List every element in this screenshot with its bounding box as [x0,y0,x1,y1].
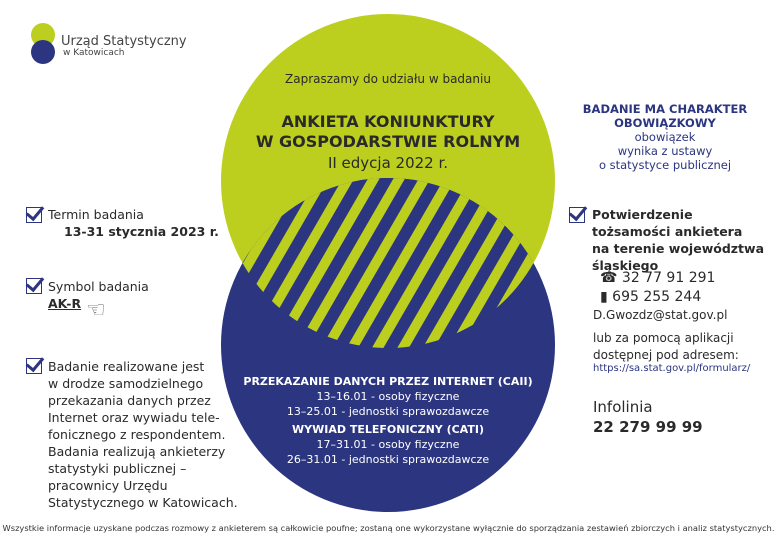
striped-overlap [221,178,555,348]
edition: II edycja 2022 r. [327,154,449,172]
cati-1: 17–31.01 - osoby fizyczne [316,438,460,451]
caii-1: 13–16.01 - osoby fizyczne [316,390,460,403]
footer-note: Wszystkie informacje uzyskane podczas ro… [2,523,775,533]
term-label: Termin badania [48,207,144,222]
confirm-block: Potwierdzenie tożsamości ankietera na tere… [592,207,765,273]
phone-icon: ☎ [600,270,618,286]
phone-row: ☎ 32 77 91 291 [600,270,716,286]
caii-title: PRZEKAZANIE DANYCH PRZEZ INTERNET (CAII) [243,375,533,388]
logo-city: w Katowicach [63,48,125,58]
title-line2: W GOSPODARSTWIE ROLNYM [255,132,521,151]
hero: Zapraszamy do udziału w badaniu ANKIETA … [238,72,538,174]
mandatory-block: BADANIE MA CHARAKTER OBOWIĄZKOWY obowiąze… [582,102,748,172]
cati-title: WYWIAD TELEFONICZNY (CATI) [292,423,484,436]
description: Badanie realizowane jest w drodze samodzi… [48,359,238,510]
infoline-label: Infolinia [593,398,653,416]
title-line1: ANKIETA KONIUNKTURY [281,112,495,131]
invite-text: Zapraszamy do udziału w badaniu [285,72,491,86]
checkbox-icon [569,207,585,223]
mobile-row: ▮ 695 255 244 [600,289,702,305]
caii-2: 13–25.01 - jednostki sprawozdawcze [286,405,490,418]
app-text: lub za pomocą aplikacji dostępnej pod adr… [593,331,739,362]
form-url-link[interactable]: https://sa.stat.gov.pl/formularz/ [593,363,751,374]
symbol-value: AK-R [48,296,82,311]
pointing-hand-icon: ☜ [86,298,106,323]
logo-icon [31,23,55,64]
schedule: PRZEKAZANIE DANYCH PRZEZ INTERNET (CAII)… [238,374,538,467]
mobile-icon: ▮ [600,289,608,305]
checkbox-icon [26,358,42,374]
email-link[interactable]: D.Gwozdz@stat.gov.pl [593,308,728,322]
symbol-label: Symbol badania [48,279,149,294]
term-value: 13-31 stycznia 2023 r. [64,224,219,239]
cati-2: 26–31.01 - jednostki sprawozdawcze [286,453,490,466]
checkbox-icon [26,278,42,294]
checkbox-icon [26,207,42,223]
logo-name: Urząd Statystyczny [61,34,187,49]
infoline-number: 22 279 99 99 [593,418,703,436]
